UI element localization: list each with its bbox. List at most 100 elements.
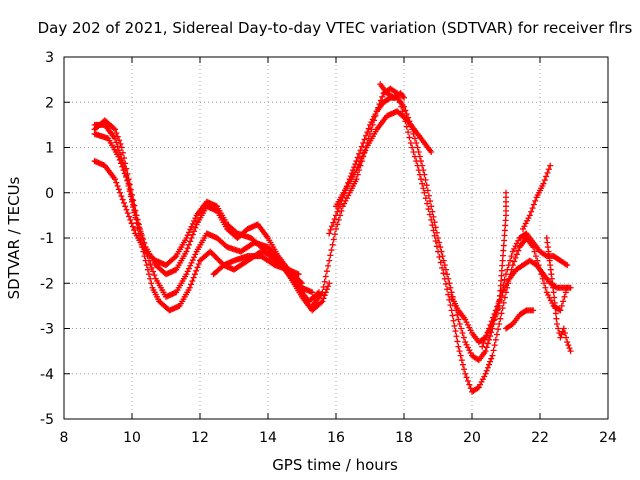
data-point [552,305,559,312]
data-point [361,150,368,157]
series-arc-5 [210,253,302,278]
y-tick-label: -5 [40,412,54,428]
data-point [425,192,432,199]
data-point [133,216,140,223]
data-point [320,295,327,302]
data-point [188,281,195,288]
data-point [444,271,451,278]
data-point [432,238,439,245]
data-point [436,239,443,246]
data-point [483,367,490,374]
data-point [531,248,538,255]
data-point [334,221,341,228]
data-point [502,222,509,229]
x-axis-ticks: 8 10 12 14 16 18 20 22 24 [60,57,617,446]
data-point [127,191,134,198]
data-point [447,284,454,291]
data-point [309,289,316,296]
data-point [362,147,369,154]
data-point [326,257,333,264]
data-point [187,262,194,269]
data-point [542,284,549,291]
data-point [403,123,410,130]
data-point [511,258,518,265]
data-point [529,205,536,212]
data-point [484,364,491,371]
data-point [444,286,451,293]
data-point [515,247,522,254]
data-point [131,227,138,234]
data-point [333,225,339,232]
data-point [497,282,504,289]
data-point [456,320,463,327]
data-point [428,149,435,156]
data-point [430,227,437,234]
data-point [553,315,560,322]
data-point [122,203,129,210]
data-point [564,262,571,269]
data-point [323,268,330,275]
x-tick-label: 16 [327,430,345,446]
data-point [492,307,499,314]
data-point [490,314,497,321]
data-point [528,208,535,215]
data-point [508,253,515,260]
data-point [191,271,198,278]
data-point [146,271,152,278]
y-tick-label: -4 [40,367,54,383]
data-point [451,322,458,329]
data-point [117,189,124,196]
data-point [331,231,338,238]
data-point [433,229,440,236]
data-point [318,299,325,306]
data-point [406,134,413,141]
data-point [430,213,437,220]
data-point [438,248,445,255]
data-point [329,241,336,248]
data-point [195,261,202,268]
data-point [189,257,196,264]
data-point [441,262,448,269]
data-point [440,270,447,277]
data-point [532,253,539,260]
data-point [557,334,564,341]
data-point [136,224,143,231]
data-point [330,236,337,243]
data-point [143,262,150,269]
data-point [499,305,506,312]
y-tick-label: -3 [40,322,54,338]
data-point [334,208,341,215]
data-point [183,248,190,255]
data-point [187,226,194,233]
data-point [132,212,139,219]
data-point [512,254,519,261]
data-point [556,306,563,313]
data-point [120,199,127,206]
y-tick-label: 2 [45,95,54,111]
data-point [333,212,339,219]
data-point [405,129,412,136]
data-point [148,264,155,271]
data-point [131,207,138,214]
data-point [189,220,196,227]
data-point [560,325,567,332]
series-arc-13 [520,162,554,232]
data-point [498,272,505,279]
data-point [501,232,508,239]
data-point [566,345,573,352]
data-point [115,186,122,193]
data-point [418,176,424,183]
data-point [544,169,551,176]
data-point [500,242,507,249]
data-point [459,361,466,368]
data-point [119,163,126,170]
data-point [401,103,407,110]
data-point [551,294,558,301]
data-point [124,210,131,217]
data-point [328,247,335,254]
data-point [480,339,487,346]
data-point [429,208,436,215]
data-point [464,377,471,384]
data-point [504,266,511,273]
x-tick-label: 22 [531,430,549,446]
